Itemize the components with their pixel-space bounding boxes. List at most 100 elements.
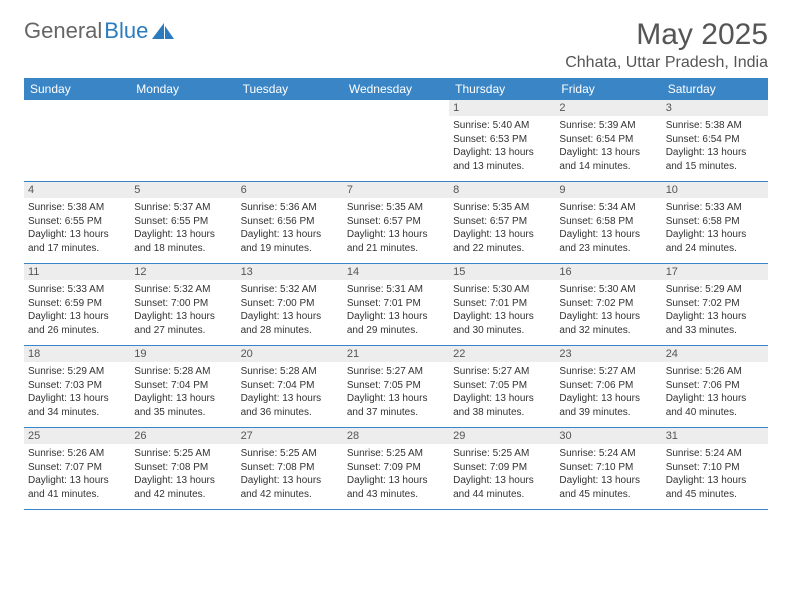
day-number: 21	[343, 346, 449, 362]
day-info: Sunrise: 5:30 AMSunset: 7:01 PMDaylight:…	[449, 280, 555, 345]
calendar-cell: 15Sunrise: 5:30 AMSunset: 7:01 PMDayligh…	[449, 264, 555, 346]
calendar-cell: 22Sunrise: 5:27 AMSunset: 7:05 PMDayligh…	[449, 346, 555, 428]
calendar-week-row: 1 Sunrise: 5:40 AMSunset: 6:53 PMDaylight…	[24, 100, 768, 182]
calendar-cell	[24, 100, 130, 182]
calendar-cell: 4Sunrise: 5:38 AMSunset: 6:55 PMDaylight…	[24, 182, 130, 264]
sunrise-line: Sunrise: 5:40 AM	[453, 119, 551, 133]
day-number: 17	[662, 264, 768, 280]
sunset-line: Sunset: 7:06 PM	[559, 379, 657, 393]
sunrise-line: Sunrise: 5:25 AM	[134, 447, 232, 461]
sunrise-line: Sunrise: 5:38 AM	[666, 119, 764, 133]
calendar-cell: 3Sunrise: 5:38 AMSunset: 6:54 PMDaylight…	[662, 100, 768, 182]
day-info: Sunrise: 5:39 AMSunset: 6:54 PMDaylight:…	[555, 116, 661, 181]
sunrise-line: Sunrise: 5:30 AM	[453, 283, 551, 297]
sunrise-line: Sunrise: 5:33 AM	[666, 201, 764, 215]
day-info: Sunrise: 5:25 AMSunset: 7:09 PMDaylight:…	[449, 444, 555, 509]
day-info: Sunrise: 5:32 AMSunset: 7:00 PMDaylight:…	[130, 280, 236, 345]
day-number: 8	[449, 182, 555, 198]
day-info: Sunrise: 5:28 AMSunset: 7:04 PMDaylight:…	[130, 362, 236, 427]
calendar-cell: 9Sunrise: 5:34 AMSunset: 6:58 PMDaylight…	[555, 182, 661, 264]
sunrise-line: Sunrise: 5:24 AM	[666, 447, 764, 461]
sunset-line: Sunset: 7:03 PM	[28, 379, 126, 393]
day-info: Sunrise: 5:25 AMSunset: 7:09 PMDaylight:…	[343, 444, 449, 509]
calendar-cell: 11Sunrise: 5:33 AMSunset: 6:59 PMDayligh…	[24, 264, 130, 346]
calendar-cell: 8 Sunrise: 5:35 AMSunset: 6:57 PMDaylight…	[449, 182, 555, 264]
sunrise-line: Sunrise: 5:29 AM	[666, 283, 764, 297]
sunrise-line: Sunrise: 5:32 AM	[134, 283, 232, 297]
sunset-line: Sunset: 7:01 PM	[453, 297, 551, 311]
day-number: 7	[343, 182, 449, 198]
calendar-cell	[343, 100, 449, 182]
day-info: Sunrise: 5:30 AMSunset: 7:02 PMDaylight:…	[555, 280, 661, 345]
day-number: 2	[555, 100, 661, 116]
day-number: 27	[237, 428, 343, 444]
day-info: Sunrise: 5:32 AMSunset: 7:00 PMDaylight:…	[237, 280, 343, 345]
day-number: 22	[449, 346, 555, 362]
daylight-line: Daylight: 13 hours and 37 minutes.	[347, 392, 445, 419]
brand-logo: GeneralBlue	[24, 18, 174, 44]
day-number: 10	[662, 182, 768, 198]
day-number: 3	[662, 100, 768, 116]
sunset-line: Sunset: 7:00 PM	[241, 297, 339, 311]
day-info: Sunrise: 5:24 AMSunset: 7:10 PMDaylight:…	[662, 444, 768, 509]
sunset-line: Sunset: 6:58 PM	[559, 215, 657, 229]
day-number	[237, 100, 343, 116]
daylight-line: Daylight: 13 hours and 40 minutes.	[666, 392, 764, 419]
day-number: 9	[555, 182, 661, 198]
calendar-cell: 16Sunrise: 5:30 AMSunset: 7:02 PMDayligh…	[555, 264, 661, 346]
calendar-cell: 18Sunrise: 5:29 AMSunset: 7:03 PMDayligh…	[24, 346, 130, 428]
weekday-header: Wednesday	[343, 78, 449, 100]
day-number: 30	[555, 428, 661, 444]
sunrise-line: Sunrise: 5:27 AM	[347, 365, 445, 379]
calendar-cell	[237, 100, 343, 182]
day-number: 31	[662, 428, 768, 444]
sunset-line: Sunset: 7:02 PM	[666, 297, 764, 311]
calendar-cell: 13Sunrise: 5:32 AMSunset: 7:00 PMDayligh…	[237, 264, 343, 346]
weekday-header: Tuesday	[237, 78, 343, 100]
daylight-line: Daylight: 13 hours and 24 minutes.	[666, 228, 764, 255]
sunset-line: Sunset: 7:02 PM	[559, 297, 657, 311]
weekday-header: Sunday	[24, 78, 130, 100]
daylight-line: Daylight: 13 hours and 35 minutes.	[134, 392, 232, 419]
weekday-header: Thursday	[449, 78, 555, 100]
sunrise-line: Sunrise: 5:27 AM	[453, 365, 551, 379]
day-number: 1	[449, 100, 555, 116]
sunset-line: Sunset: 7:10 PM	[666, 461, 764, 475]
day-info: Sunrise: 5:38 AMSunset: 6:54 PMDaylight:…	[662, 116, 768, 181]
calendar-cell: 25Sunrise: 5:26 AMSunset: 7:07 PMDayligh…	[24, 428, 130, 510]
calendar-cell: 6Sunrise: 5:36 AMSunset: 6:56 PMDaylight…	[237, 182, 343, 264]
day-number: 4	[24, 182, 130, 198]
sunset-line: Sunset: 6:57 PM	[453, 215, 551, 229]
day-info: Sunrise: 5:25 AMSunset: 7:08 PMDaylight:…	[130, 444, 236, 509]
day-number: 14	[343, 264, 449, 280]
sunrise-line: Sunrise: 5:25 AM	[347, 447, 445, 461]
sunrise-line: Sunrise: 5:26 AM	[28, 447, 126, 461]
daylight-line: Daylight: 13 hours and 26 minutes.	[28, 310, 126, 337]
day-info: Sunrise: 5:27 AMSunset: 7:05 PMDaylight:…	[449, 362, 555, 427]
daylight-line: Daylight: 13 hours and 32 minutes.	[559, 310, 657, 337]
day-info: Sunrise: 5:24 AMSunset: 7:10 PMDaylight:…	[555, 444, 661, 509]
day-info: Sunrise: 5:25 AMSunset: 7:08 PMDaylight:…	[237, 444, 343, 509]
sunset-line: Sunset: 7:01 PM	[347, 297, 445, 311]
daylight-line: Daylight: 13 hours and 13 minutes.	[453, 146, 551, 173]
day-info: Sunrise: 5:29 AMSunset: 7:02 PMDaylight:…	[662, 280, 768, 345]
calendar-cell: 24Sunrise: 5:26 AMSunset: 7:06 PMDayligh…	[662, 346, 768, 428]
day-number: 26	[130, 428, 236, 444]
daylight-line: Daylight: 13 hours and 19 minutes.	[241, 228, 339, 255]
daylight-line: Daylight: 13 hours and 29 minutes.	[347, 310, 445, 337]
daylight-line: Daylight: 13 hours and 21 minutes.	[347, 228, 445, 255]
sunset-line: Sunset: 6:53 PM	[453, 133, 551, 147]
sunrise-line: Sunrise: 5:38 AM	[28, 201, 126, 215]
calendar-week-row: 11Sunrise: 5:33 AMSunset: 6:59 PMDayligh…	[24, 264, 768, 346]
sunrise-line: Sunrise: 5:35 AM	[453, 201, 551, 215]
calendar-cell: 29Sunrise: 5:25 AMSunset: 7:09 PMDayligh…	[449, 428, 555, 510]
calendar-cell: 7Sunrise: 5:35 AMSunset: 6:57 PMDaylight…	[343, 182, 449, 264]
day-number: 28	[343, 428, 449, 444]
weekday-header: Saturday	[662, 78, 768, 100]
sunrise-line: Sunrise: 5:26 AM	[666, 365, 764, 379]
sunrise-line: Sunrise: 5:35 AM	[347, 201, 445, 215]
daylight-line: Daylight: 13 hours and 22 minutes.	[453, 228, 551, 255]
day-info: Sunrise: 5:34 AMSunset: 6:58 PMDaylight:…	[555, 198, 661, 263]
calendar-week-row: 4Sunrise: 5:38 AMSunset: 6:55 PMDaylight…	[24, 182, 768, 264]
day-number: 15	[449, 264, 555, 280]
